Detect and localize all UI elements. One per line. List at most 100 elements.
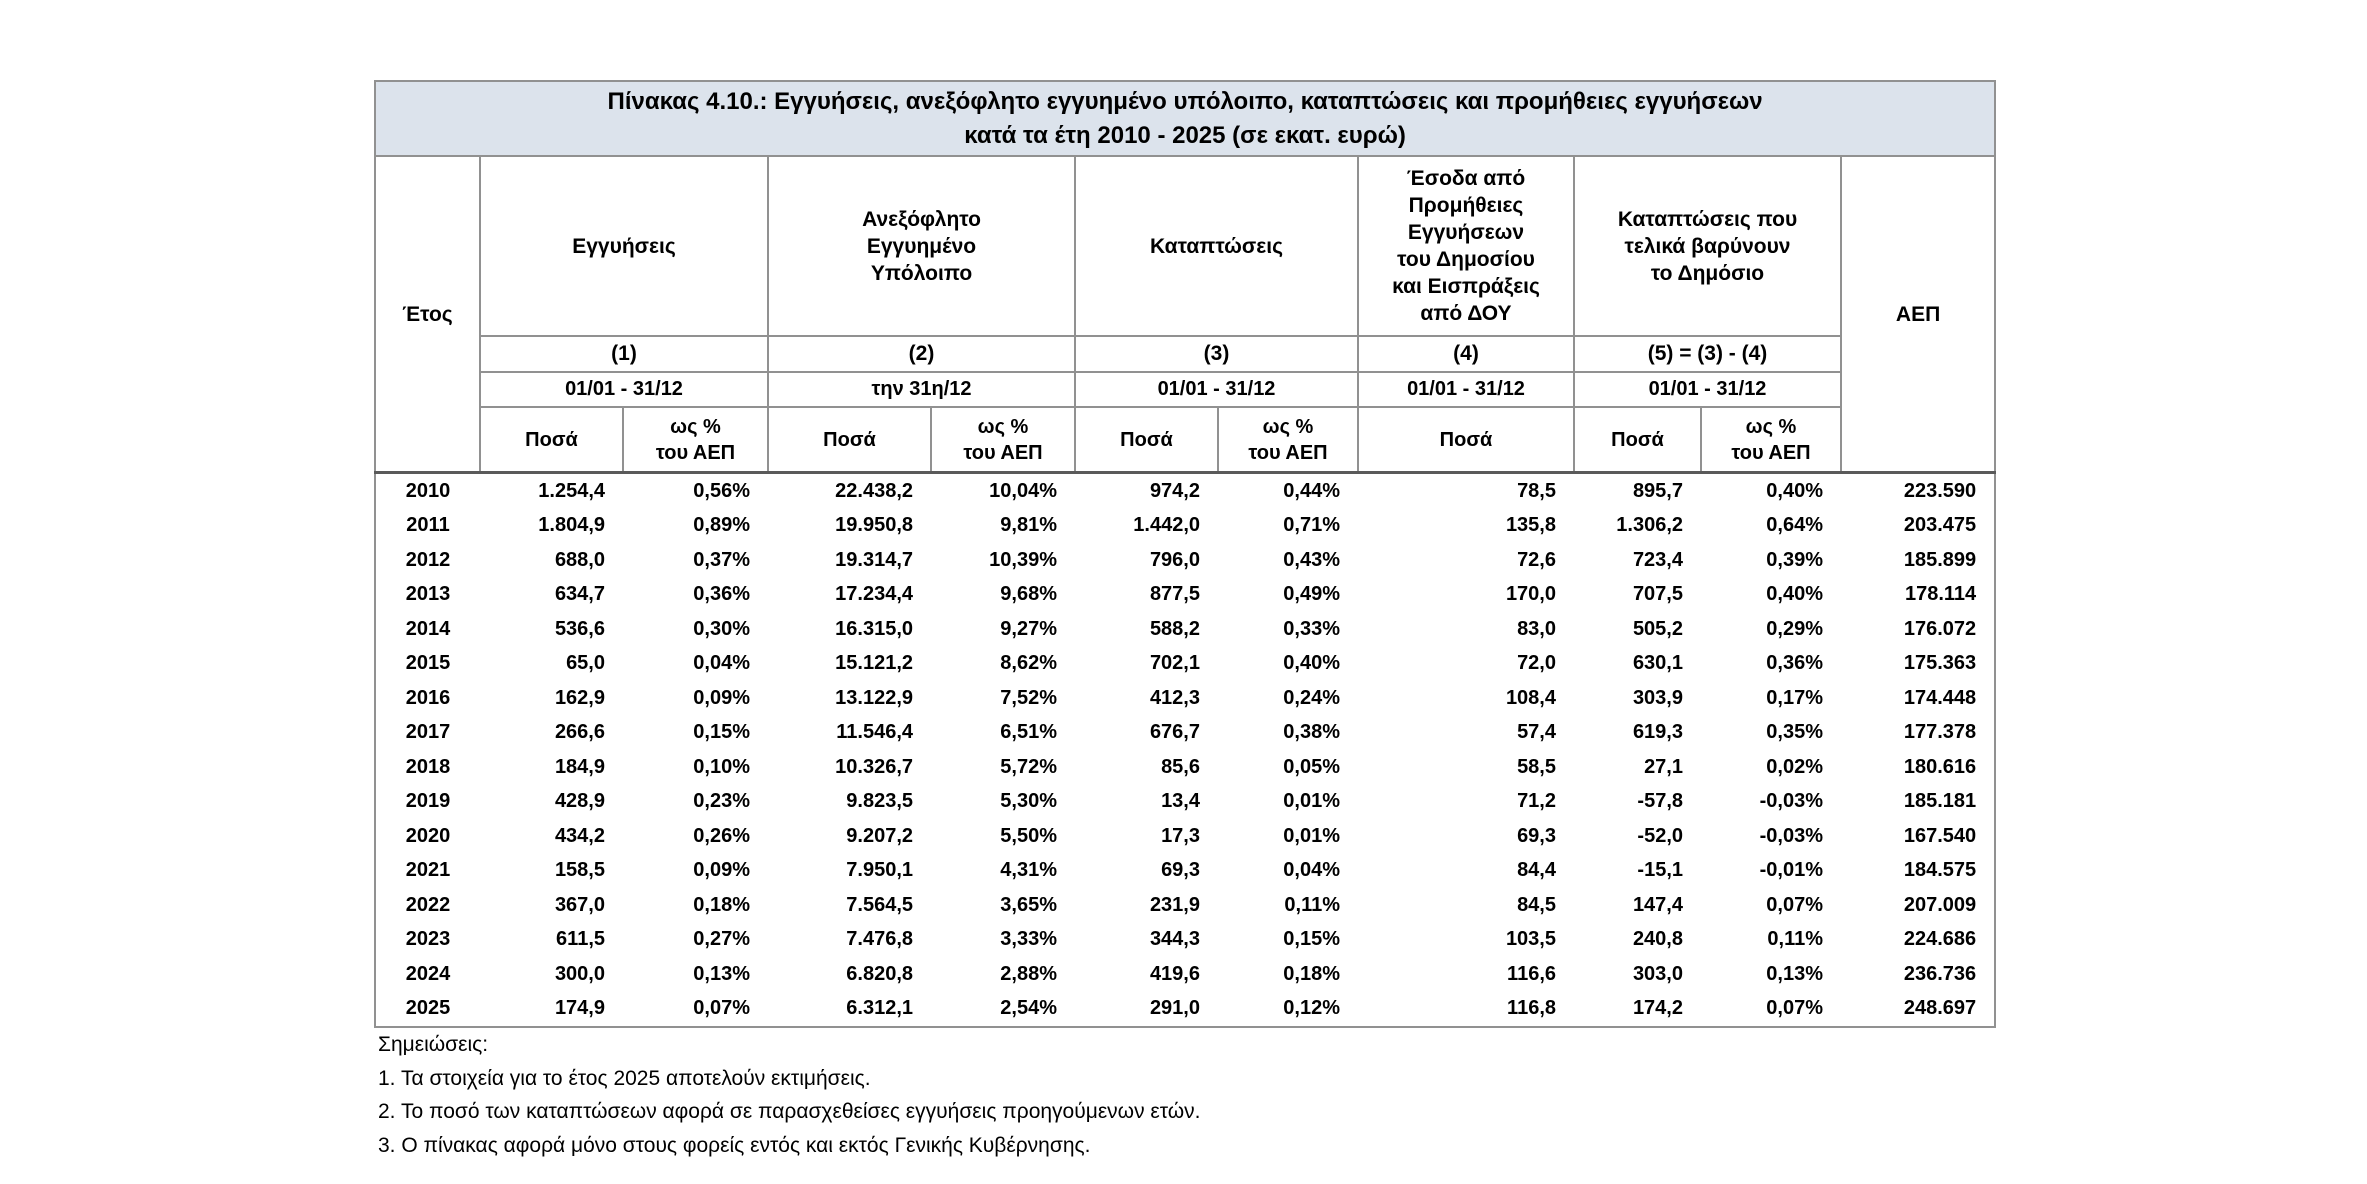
year-cell: 2015 xyxy=(405,652,451,675)
value-cell: 5,50% xyxy=(1000,824,1057,847)
table-row: 2017 266,6 0,15% 11.546,4 6,51% 676,7 0,38% 57,… xyxy=(375,716,1995,751)
value-cell: -52,0 xyxy=(1637,824,1683,847)
value-cell: 1.254,4 xyxy=(538,479,605,502)
value-cell: 176.072 xyxy=(1903,617,1977,640)
value-cell: 634,7 xyxy=(554,583,605,606)
value-cell: 588,2 xyxy=(1149,617,1200,640)
group-header-row: Έτος Εγγυήσεις Ανεξόφλητο Εγγυημένο Υπόλ… xyxy=(374,155,1997,474)
value-cell: 167.540 xyxy=(1903,824,1977,847)
subheader-amounts-3: Ποσά xyxy=(1074,406,1219,474)
value-cell: 0,40% xyxy=(1283,652,1340,675)
value-cell: 17.234,4 xyxy=(835,583,913,606)
col-header-gdp: ΑΕΠ xyxy=(1839,155,1997,474)
value-cell: 2,88% xyxy=(1000,962,1057,985)
period-row: 01/01 - 31/12 την 31η/12 01/01 - 31/12 0… xyxy=(375,371,1995,408)
table-row: 2018 184,9 0,10% 10.326,7 5,72% 85,6 0,05% 58,5… xyxy=(375,750,1995,785)
value-cell: 0,01% xyxy=(1283,824,1340,847)
table-row: 2024 300,0 0,13% 6.820,8 2,88% 419,6 0,18% 116,… xyxy=(375,957,1995,992)
year-cell: 2012 xyxy=(405,548,451,571)
period-calls-borne-by-state: 01/01 - 31/12 xyxy=(1573,371,1842,408)
value-cell: 0,11% xyxy=(1284,893,1340,916)
footnotes-heading: Σημειώσεις: xyxy=(378,1033,489,1056)
value-cell: 116,6 xyxy=(1507,962,1556,985)
subheader-amounts-5: Ποσά xyxy=(1573,406,1702,474)
value-cell: 170,0 xyxy=(1505,583,1556,606)
value-cell: 0,15% xyxy=(693,721,750,744)
value-cell: 236.736 xyxy=(1903,962,1977,985)
value-cell: 303,9 xyxy=(1632,686,1683,709)
value-cell: 5,72% xyxy=(1000,755,1057,778)
value-cell: 185.181 xyxy=(1903,790,1977,813)
value-cell: 0,40% xyxy=(1766,583,1823,606)
value-cell: 0,12% xyxy=(1283,997,1340,1020)
value-cell: 796,0 xyxy=(1149,548,1200,571)
value-cell: 3,65% xyxy=(1000,893,1057,916)
value-cell: 7.950,1 xyxy=(846,859,913,882)
value-cell: 0,18% xyxy=(1283,962,1340,985)
value-cell: 6.312,1 xyxy=(846,997,913,1020)
value-cell: 135,8 xyxy=(1505,514,1556,537)
value-cell: 895,7 xyxy=(1632,479,1683,502)
value-cell: 630,1 xyxy=(1632,652,1683,675)
value-cell: 0,43% xyxy=(1283,548,1340,571)
value-cell: 0,44% xyxy=(1283,479,1340,502)
value-cell: 7.476,8 xyxy=(846,928,913,951)
value-cell: 0,36% xyxy=(1766,652,1823,675)
value-cell: 723,4 xyxy=(1632,548,1683,571)
value-cell: 303,0 xyxy=(1632,962,1683,985)
value-cell: 185.899 xyxy=(1903,548,1977,571)
subheader-row: Ποσά ως % του ΑΕΠ Ποσά ως % του ΑΕΠ Ποσά… xyxy=(375,406,1995,474)
value-cell: 0,13% xyxy=(1766,962,1823,985)
value-cell: 9.207,2 xyxy=(846,824,913,847)
subheader-pct-gdp-5: ως % του ΑΕΠ xyxy=(1700,406,1842,474)
table-row: 2011 1.804,9 0,89% 19.950,8 9,81% 1.442,0 0,71… xyxy=(375,509,1995,544)
year-cell: 2010 xyxy=(405,479,451,502)
value-cell: 22.438,2 xyxy=(835,479,913,502)
value-cell: 27,1 xyxy=(1644,755,1683,778)
value-cell: 9,27% xyxy=(1000,617,1057,640)
subheader-pct-gdp-1: ως % του ΑΕΠ xyxy=(622,406,769,474)
year-cell: 2013 xyxy=(405,583,451,606)
value-cell: 16.315,0 xyxy=(835,617,913,640)
value-cell: 4,31% xyxy=(1000,859,1057,882)
value-cell: 0,10% xyxy=(693,755,750,778)
year-cell: 2024 xyxy=(405,962,451,985)
year-cell: 2017 xyxy=(405,721,451,744)
table-row: 2013 634,7 0,36% 17.234,4 9,68% 877,5 0,49% 170… xyxy=(375,578,1995,613)
value-cell: 203.475 xyxy=(1903,514,1977,537)
table-row: 2015 65,0 0,04% 15.121,2 8,62% 702,1 0,40% 72,0… xyxy=(375,647,1995,682)
value-cell: 0,15% xyxy=(1283,928,1340,951)
table-title: Πίνακας 4.10.: Εγγυήσεις, ανεξόφλητο εγγ… xyxy=(373,80,1997,157)
value-cell: -57,8 xyxy=(1637,790,1683,813)
col-number-4: (4) xyxy=(1357,335,1575,373)
value-cell: 84,5 xyxy=(1517,893,1556,916)
value-cell: 19.950,8 xyxy=(835,514,913,537)
table-row: 2020 434,2 0,26% 9.207,2 5,50% 17,3 0,01% 69,3 -… xyxy=(375,819,1995,854)
subheader-amounts-1: Ποσά xyxy=(479,406,624,474)
value-cell: 2,54% xyxy=(1000,997,1057,1020)
value-cell: 3,33% xyxy=(1000,928,1057,951)
value-cell: 72,6 xyxy=(1517,548,1556,571)
value-cell: 0,01% xyxy=(1283,790,1340,813)
value-cell: 69,3 xyxy=(1517,824,1556,847)
value-cell: 174,2 xyxy=(1632,997,1683,1020)
value-cell: 266,6 xyxy=(554,721,605,744)
subheader-pct-gdp-3: ως % του ΑΕΠ xyxy=(1217,406,1359,474)
year-cell: 2025 xyxy=(405,997,451,1020)
value-cell: 0,07% xyxy=(1766,893,1823,916)
value-cell: 83,0 xyxy=(1517,617,1556,640)
value-cell: 158,5 xyxy=(554,859,605,882)
subheader-pct-gdp-2: ως % του ΑΕΠ xyxy=(930,406,1076,474)
table-row: 2012 688,0 0,37% 19.314,7 10,39% 796,0 0,43% 72… xyxy=(375,543,1995,578)
value-cell: 174,9 xyxy=(554,997,605,1020)
value-cell: -0,03% xyxy=(1759,824,1823,847)
value-cell: 180.616 xyxy=(1903,755,1977,778)
year-cell: 2011 xyxy=(406,514,450,537)
value-cell: 0,04% xyxy=(1283,859,1340,882)
value-cell: 116,8 xyxy=(1507,997,1556,1020)
value-cell: 184,9 xyxy=(554,755,605,778)
value-cell: 5,30% xyxy=(1000,790,1057,813)
value-cell: 0,71% xyxy=(1283,514,1340,537)
value-cell: 0,13% xyxy=(693,962,750,985)
value-cell: 223.590 xyxy=(1903,479,1977,502)
